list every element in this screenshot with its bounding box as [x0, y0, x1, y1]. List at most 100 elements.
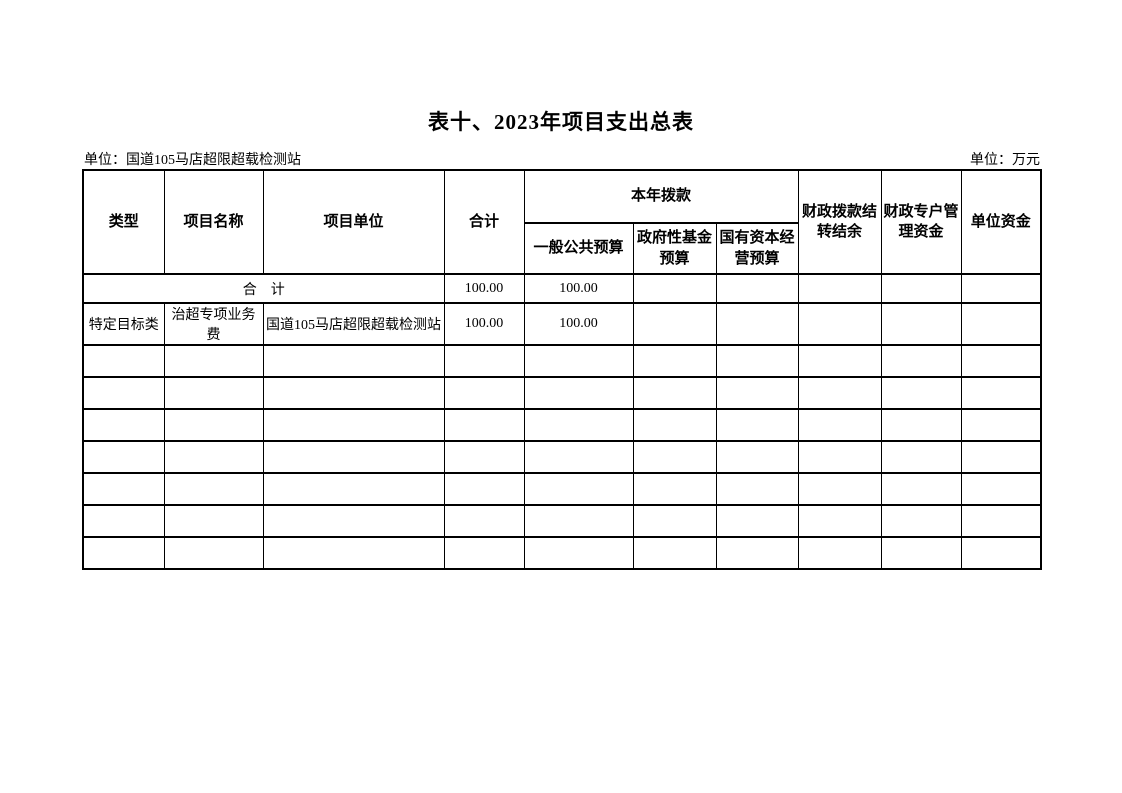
empty-cell: [632, 273, 717, 304]
empty-cell: [523, 536, 634, 570]
empty-cell: [523, 504, 634, 538]
empty-cell: [797, 472, 882, 506]
header-row-2: 一般公共预算 政府性基金 预算 国有资本经 营预算: [83, 222, 1041, 275]
empty-cell: [262, 376, 445, 410]
empty-row: [82, 408, 1042, 442]
empty-cell: [163, 408, 264, 442]
empty-cell: [443, 504, 525, 538]
empty-cell: [262, 344, 445, 378]
empty-cell: [797, 408, 882, 442]
header-unit-funds: 单位资金: [960, 169, 1042, 275]
total-general-public-budget-cell: 100.00: [523, 273, 634, 304]
empty-cell: [880, 536, 962, 570]
empty-cell: [82, 472, 165, 506]
empty-row: [82, 440, 1042, 474]
empty-cell: [797, 536, 882, 570]
header-project-name: 项目名称: [163, 169, 264, 275]
row-type-cell: 特定目标类: [82, 302, 165, 346]
empty-cell: [797, 302, 882, 346]
empty-cell: [163, 344, 264, 378]
header-fiscal-special-account: 财政专户管 理资金: [880, 169, 962, 275]
empty-cell: [715, 344, 799, 378]
empty-cell: [880, 302, 962, 346]
empty-cell: [960, 302, 1042, 346]
empty-cell: [82, 504, 165, 538]
empty-cell: [960, 440, 1042, 474]
empty-cell: [443, 440, 525, 474]
empty-cell: [443, 408, 525, 442]
empty-cell: [880, 273, 962, 304]
header-project-unit: 项目单位: [262, 169, 445, 275]
empty-cell: [715, 440, 799, 474]
row-general-public-budget-cell: 100.00: [523, 302, 634, 346]
empty-cell: [523, 376, 634, 410]
empty-cell: [960, 504, 1042, 538]
total-amount-cell: 100.00: [443, 273, 525, 304]
header-state-capital-budget: 国有资本经 营预算: [715, 222, 799, 275]
table-body: 合 计 100.00 100.00 特定目标类 治超专项业务费 国道105马店超…: [82, 273, 1042, 570]
empty-cell: [960, 536, 1042, 570]
empty-cell: [523, 440, 634, 474]
empty-cell: [82, 376, 165, 410]
header-current-year-appropriation: 本年拨款: [523, 169, 799, 224]
row-total-cell: 100.00: [443, 302, 525, 346]
empty-cell: [797, 344, 882, 378]
header-row-1: 类型 项目名称 项目单位 合计 本年拨款 财政拨款结 转结余 财政专户管 理资金…: [82, 169, 1042, 275]
empty-cell: [880, 440, 962, 474]
empty-cell: [443, 472, 525, 506]
empty-row: [82, 504, 1042, 538]
empty-cell: [632, 536, 717, 570]
empty-cell: [262, 440, 445, 474]
header-govt-fund-budget: 政府性基金 预算: [632, 222, 717, 275]
empty-cell: [880, 376, 962, 410]
empty-cell: [632, 302, 717, 346]
empty-cell: [960, 408, 1042, 442]
empty-cell: [880, 344, 962, 378]
empty-cell: [523, 472, 634, 506]
empty-cell: [262, 504, 445, 538]
expenditure-table: 类型 项目名称 项目单位 合计 本年拨款 财政拨款结 转结余 财政专户管 理资金…: [82, 169, 1042, 570]
empty-cell: [880, 408, 962, 442]
empty-cell: [880, 504, 962, 538]
empty-cell: [443, 376, 525, 410]
empty-cell: [262, 536, 445, 570]
empty-cell: [632, 440, 717, 474]
row-project-unit-cell: 国道105马店超限超载检测站: [262, 302, 445, 346]
empty-cell: [82, 344, 165, 378]
empty-cell: [523, 344, 634, 378]
empty-cell: [632, 344, 717, 378]
empty-cell: [715, 273, 799, 304]
header-fiscal-carryover: 财政拨款结 转结余: [797, 169, 882, 275]
header-general-public-budget: 一般公共预算: [523, 222, 634, 275]
header-type: 类型: [82, 169, 165, 275]
empty-cell: [632, 504, 717, 538]
unit-right-label: 单位：万元: [970, 153, 1040, 168]
empty-cell: [163, 472, 264, 506]
empty-cell: [163, 376, 264, 410]
table-row: 特定目标类 治超专项业务费 国道105马店超限超载检测站 100.00 100.…: [82, 302, 1042, 346]
empty-cell: [523, 408, 634, 442]
empty-row: [82, 344, 1042, 378]
empty-cell: [715, 408, 799, 442]
empty-cell: [163, 504, 264, 538]
empty-cell: [797, 376, 882, 410]
empty-cell: [632, 472, 717, 506]
empty-cell: [262, 408, 445, 442]
empty-cell: [960, 376, 1042, 410]
unit-left-label: 单位：国道105马店超限超载检测站: [84, 153, 301, 168]
empty-cell: [715, 536, 799, 570]
unit-line: 单位：国道105马店超限超载检测站 单位：万元: [84, 149, 1040, 169]
empty-row: [82, 536, 1042, 570]
page-title: 表十、2023年项目支出总表: [428, 110, 694, 134]
header-total: 合计: [443, 169, 525, 275]
empty-cell: [632, 408, 717, 442]
row-project-name-cell: 治超专项业务费: [163, 302, 264, 346]
empty-cell: [715, 504, 799, 538]
empty-cell: [163, 440, 264, 474]
empty-cell: [715, 376, 799, 410]
empty-cell: [880, 472, 962, 506]
empty-cell: [797, 273, 882, 304]
empty-cell: [715, 302, 799, 346]
empty-cell: [715, 472, 799, 506]
